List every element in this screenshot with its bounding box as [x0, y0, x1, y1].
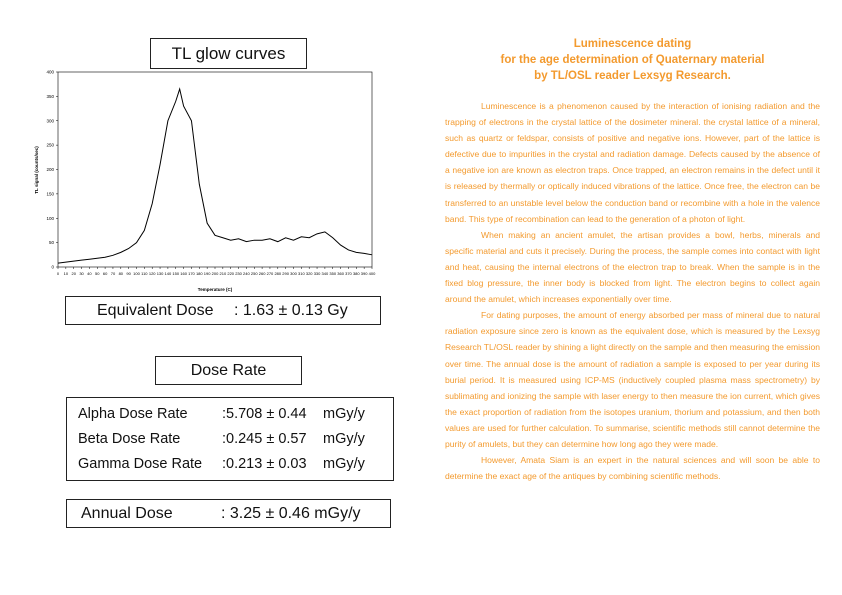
- x-tick-label: 400: [369, 271, 376, 276]
- equivalent-dose-box: Equivalent Dose : 1.63 ± 0.13 Gy: [65, 296, 381, 325]
- x-tick-label: 130: [157, 271, 164, 276]
- glow-curve: [57, 87, 373, 264]
- x-tick-label: 150: [172, 271, 179, 276]
- x-tick-label: 370: [345, 271, 352, 276]
- y-tick-label: 200: [46, 167, 54, 172]
- rate-value: :5.708 ± 0.44: [222, 406, 307, 422]
- y-tick-label: 50: [49, 240, 55, 245]
- x-tick-label: 240: [243, 271, 250, 276]
- paragraph: However, Amata Siam is an expert in the …: [445, 455, 820, 482]
- x-tick-label: 10: [64, 271, 69, 276]
- x-tick-label: 50: [95, 271, 100, 276]
- x-tick-label: 80: [119, 271, 124, 276]
- x-tick-label: 300: [290, 271, 297, 276]
- paragraph: Luminescence is a phenomenon caused by t…: [445, 101, 820, 224]
- article-body: Luminescence is a phenomenon caused by t…: [445, 98, 820, 484]
- x-tick-label: 110: [141, 271, 148, 276]
- x-tick-label: 360: [337, 271, 344, 276]
- rate-unit: mGy/y: [323, 431, 365, 447]
- x-tick-label: 20: [71, 271, 76, 276]
- rate-label: Alpha Dose Rate: [78, 406, 188, 422]
- x-tick-label: 380: [353, 271, 360, 276]
- x-tick-label: 120: [149, 271, 156, 276]
- x-tick-label: 290: [282, 271, 289, 276]
- rate-unit: mGy/y: [323, 456, 365, 472]
- x-tick-label: 30: [79, 271, 84, 276]
- y-tick-label: 100: [46, 216, 54, 221]
- label: Equivalent Dose: [97, 302, 214, 319]
- x-tick-label: 190: [204, 271, 211, 276]
- dose-rate-title: Dose Rate: [155, 356, 302, 385]
- value: : 1.63 ± 0.13 Gy: [234, 302, 348, 319]
- x-tick-label: 320: [306, 271, 313, 276]
- y-tick-label: 300: [46, 118, 54, 123]
- paragraph: When making an ancient amulet, the artis…: [445, 229, 820, 305]
- value: : 3.25 ± 0.46 mGy/y: [221, 505, 361, 522]
- rate-label: Beta Dose Rate: [78, 431, 181, 447]
- x-tick-label: 230: [235, 271, 242, 276]
- article-title: Luminescence dating for the age determina…: [445, 36, 820, 84]
- x-tick-label: 280: [274, 271, 281, 276]
- x-tick-label: 160: [180, 271, 187, 276]
- x-tick-label: 390: [361, 271, 368, 276]
- x-tick-label: 340: [322, 271, 329, 276]
- y-tick-label: 0: [51, 265, 54, 270]
- x-tick-label: 210: [220, 271, 227, 276]
- y-tick-label: 150: [46, 191, 54, 196]
- x-tick-label: 170: [188, 271, 195, 276]
- plot-frame: [57, 71, 373, 268]
- x-tick-label: 330: [314, 271, 321, 276]
- title-line: Luminescence dating: [573, 38, 692, 50]
- x-tick-label: 60: [103, 271, 108, 276]
- y-tick-label: 350: [46, 94, 54, 99]
- y-tick-label: 250: [46, 143, 54, 148]
- chart-title: TL glow curves: [150, 38, 307, 69]
- chart: TL signal (counts/sec) Temperature (C) 0…: [34, 70, 376, 293]
- paragraph: For dating purposes, the amount of energ…: [445, 310, 820, 449]
- x-tick-label: 180: [196, 271, 203, 276]
- title-line: for the age determination of Quaternary …: [500, 54, 765, 66]
- dose-rate-box: Alpha Dose Rate :5.708 ± 0.44 mGy/y Beta Do…: [66, 397, 394, 481]
- x-tick-label: 100: [133, 271, 140, 276]
- x-tick-label: 140: [165, 271, 172, 276]
- rate-value: :0.213 ± 0.03: [222, 456, 307, 472]
- x-axis-label: Temperature (C): [198, 287, 233, 292]
- annual-dose-box: Annual Dose : 3.25 ± 0.46 mGy/y: [66, 499, 391, 528]
- x-tick-label: 0: [57, 271, 60, 276]
- title-line: by TL/OSL reader Lexsyg Research.: [534, 70, 731, 82]
- x-tick-label: 310: [298, 271, 305, 276]
- label: Annual Dose: [81, 505, 173, 522]
- x-tick-label: 40: [87, 271, 92, 276]
- x-tick-label: 270: [267, 271, 274, 276]
- rate-value: :0.245 ± 0.57: [222, 431, 307, 447]
- rate-unit: mGy/y: [323, 406, 365, 422]
- rate-label: Gamma Dose Rate: [78, 456, 203, 472]
- article: Luminescence dating for the age determina…: [445, 36, 820, 484]
- x-tick-label: 220: [227, 271, 234, 276]
- y-axis-label: TL signal (counts/sec): [34, 146, 39, 194]
- y-tick-label: 400: [46, 70, 54, 75]
- x-tick-label: 260: [259, 271, 266, 276]
- x-tick-label: 70: [111, 271, 116, 276]
- x-tick-label: 250: [251, 271, 258, 276]
- x-tick-label: 200: [212, 271, 219, 276]
- x-tick-label: 350: [329, 271, 336, 276]
- x-tick-label: 90: [126, 271, 131, 276]
